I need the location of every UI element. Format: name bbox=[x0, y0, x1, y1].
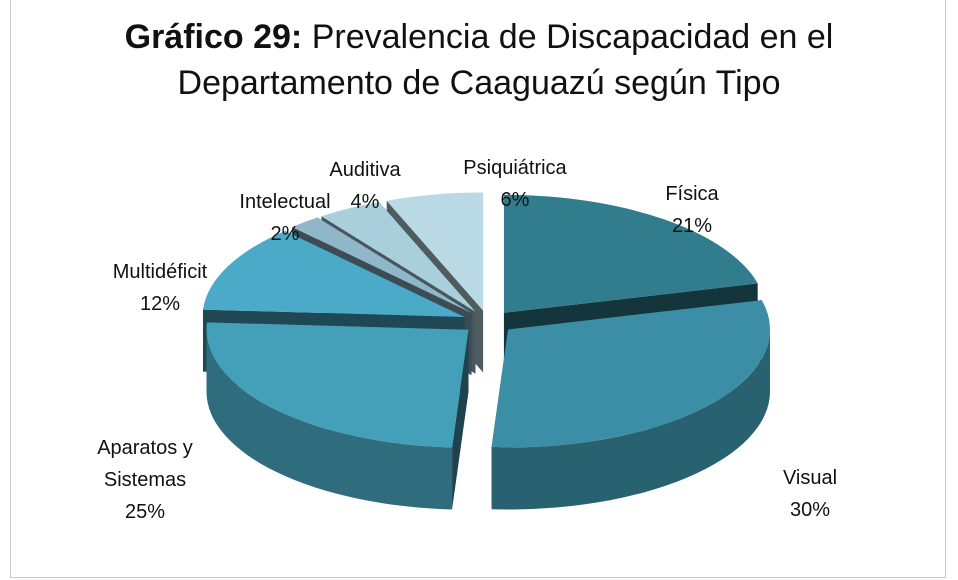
category-label: Intelectual bbox=[239, 191, 331, 213]
data-label: Aparatos y Sistemas 25% bbox=[83, 432, 207, 528]
data-label: Multidéficit 12% bbox=[98, 256, 222, 320]
slice-top bbox=[202, 231, 465, 318]
value-label: 21% bbox=[671, 215, 713, 237]
value-label: 6% bbox=[500, 189, 530, 211]
slice-top bbox=[292, 217, 472, 313]
value-label: 4% bbox=[350, 191, 380, 213]
data-label: Visual 30% bbox=[748, 462, 872, 526]
data-label: Auditiva 4% bbox=[303, 154, 427, 218]
slice-top bbox=[386, 192, 484, 311]
slice-wall bbox=[206, 329, 453, 510]
slice-top bbox=[206, 322, 469, 448]
value-label: 12% bbox=[139, 293, 181, 315]
category-label: Física bbox=[665, 183, 719, 205]
value-label: 2% bbox=[270, 223, 300, 245]
slice-top bbox=[503, 194, 758, 313]
chart-title: Gráfico 29: Prevalencia de Discapacidad … bbox=[0, 14, 958, 106]
data-label: Física 21% bbox=[630, 178, 754, 242]
title-line: Gráfico 29: Prevalencia de Discapacidad … bbox=[119, 14, 839, 106]
category-label: Auditiva bbox=[329, 159, 401, 181]
slice-top bbox=[491, 300, 771, 448]
data-label: Intelectual 2% bbox=[223, 186, 347, 250]
slice-top bbox=[321, 202, 476, 312]
value-label: 25% bbox=[124, 501, 166, 523]
data-label: Psiquiátrica 6% bbox=[453, 152, 577, 216]
category-label: Visual bbox=[782, 467, 838, 489]
slice-wall bbox=[491, 329, 771, 510]
title-number: Gráfico 29: bbox=[124, 18, 303, 56]
title-text: Prevalencia de Discapacidad en el Depart… bbox=[177, 18, 834, 102]
category-label: Psiquiátrica bbox=[463, 157, 567, 179]
value-label: 30% bbox=[789, 499, 831, 521]
category-label: Multidéficit bbox=[112, 261, 208, 283]
category-label: Aparatos y Sistemas bbox=[97, 437, 193, 491]
chart-frame bbox=[10, 0, 946, 578]
